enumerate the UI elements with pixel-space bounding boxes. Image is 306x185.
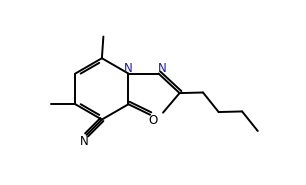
Text: N: N [123, 62, 132, 75]
Text: O: O [148, 114, 158, 127]
Text: N: N [158, 62, 166, 75]
Text: N: N [80, 135, 88, 148]
